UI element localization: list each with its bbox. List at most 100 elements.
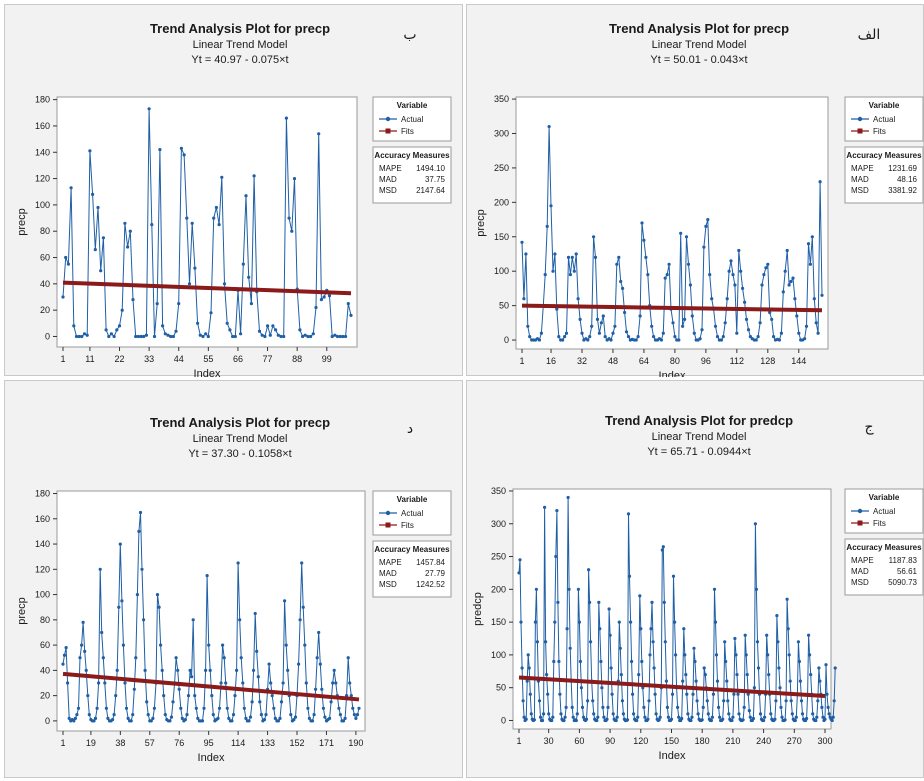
actual-point (95, 706, 99, 710)
actual-point (563, 715, 567, 719)
actual-point (96, 205, 100, 210)
actual-point (247, 275, 251, 279)
accuracy-label: MSD (851, 578, 869, 587)
actual-point (704, 224, 708, 228)
actual-point (78, 656, 82, 660)
actual-point (335, 334, 340, 339)
actual-point (763, 715, 767, 719)
actual-point (321, 706, 325, 710)
actual-point (109, 332, 113, 336)
actual-point (284, 116, 288, 120)
actual-point (287, 216, 291, 220)
actual-point (268, 333, 272, 337)
actual-point (171, 700, 175, 704)
trend-equation: Yt = 40.97 - 0.075×t (191, 54, 288, 66)
actual-point (314, 687, 318, 691)
actual-point (800, 712, 805, 716)
actual-point (621, 712, 625, 716)
actual-point (338, 334, 342, 339)
accuracy-label: MAPE (379, 558, 402, 567)
y-tick-label: 20 (40, 305, 50, 315)
actual-point (247, 719, 251, 723)
y-tick-label: 100 (35, 200, 50, 210)
actual-point (644, 255, 648, 259)
actual-point (639, 627, 643, 631)
actual-point (797, 659, 801, 664)
actual-point (665, 705, 669, 709)
actual-point (783, 269, 787, 273)
x-axis-label: Index (194, 368, 221, 377)
actual-point (564, 331, 569, 335)
actual-point (544, 640, 548, 644)
legend-actual-label: Actual (401, 115, 423, 124)
actual-point (710, 297, 714, 301)
accuracy-label: MAPE (379, 164, 402, 173)
y-tick-label: 0 (45, 331, 50, 341)
actual-point (557, 335, 561, 339)
actual-point (760, 283, 764, 287)
y-tick-label: 200 (491, 584, 506, 594)
actual-point (595, 718, 599, 723)
actual-point (820, 705, 824, 709)
actual-point (779, 331, 783, 335)
actual-point (540, 718, 545, 723)
actual-point (81, 620, 85, 624)
actual-point (779, 705, 783, 709)
x-tick-label: 114 (231, 738, 245, 748)
actual-point (98, 567, 102, 571)
actual-point (281, 681, 285, 685)
actual-point (758, 712, 763, 716)
actual-point (521, 699, 525, 703)
actual-point (315, 656, 319, 660)
actual-point (723, 640, 727, 644)
actual-point (586, 699, 590, 703)
actual-point (635, 718, 639, 723)
y-tick-label: 160 (35, 121, 50, 131)
actual-point (185, 216, 189, 220)
x-tick-label: 171 (319, 738, 334, 748)
x-tick-label: 60 (574, 736, 584, 746)
y-tick-label: 350 (491, 486, 506, 496)
actual-point (126, 716, 130, 720)
actual-point (700, 328, 704, 332)
actual-point (230, 719, 234, 723)
actual-point (297, 662, 301, 666)
actual-point (803, 337, 807, 341)
y-tick-label: 80 (40, 226, 50, 236)
actual-point (166, 333, 170, 337)
actual-point (665, 273, 669, 277)
actual-point (579, 686, 583, 690)
y-tick-label: 100 (491, 650, 506, 660)
actual-point (533, 620, 537, 624)
actual-point (815, 715, 819, 719)
y-tick-label: 0 (504, 335, 509, 345)
actual-point (244, 194, 248, 198)
actual-point (721, 335, 725, 339)
x-tick-label: 1 (519, 356, 524, 366)
chart-alef: Trend Analysis Plot for precp Linear Tren… (475, 21, 924, 377)
x-tick-label: 33 (144, 354, 154, 364)
x-tick-label: 88 (292, 354, 302, 364)
actual-point (193, 266, 197, 270)
actual-point (693, 659, 697, 664)
x-axis-label: Index (659, 370, 686, 377)
actual-point (742, 705, 746, 709)
actual-point (147, 107, 151, 111)
actual-point (610, 692, 614, 696)
fits-series-line (518, 675, 826, 698)
x-tick-label: 128 (760, 356, 775, 366)
actual-point (769, 712, 773, 716)
actual-point (136, 334, 140, 339)
actual-point (745, 673, 749, 677)
actual-point (228, 328, 232, 332)
actual-point (587, 568, 591, 572)
actual-point (208, 668, 212, 672)
actual-point (131, 298, 135, 302)
actual-point (101, 236, 105, 240)
actual-point (524, 717, 528, 721)
accuracy-value: 5090.73 (888, 578, 917, 587)
actual-point (132, 687, 136, 691)
actual-point (824, 663, 828, 667)
actual-point (290, 229, 294, 233)
actual-point (805, 716, 809, 721)
